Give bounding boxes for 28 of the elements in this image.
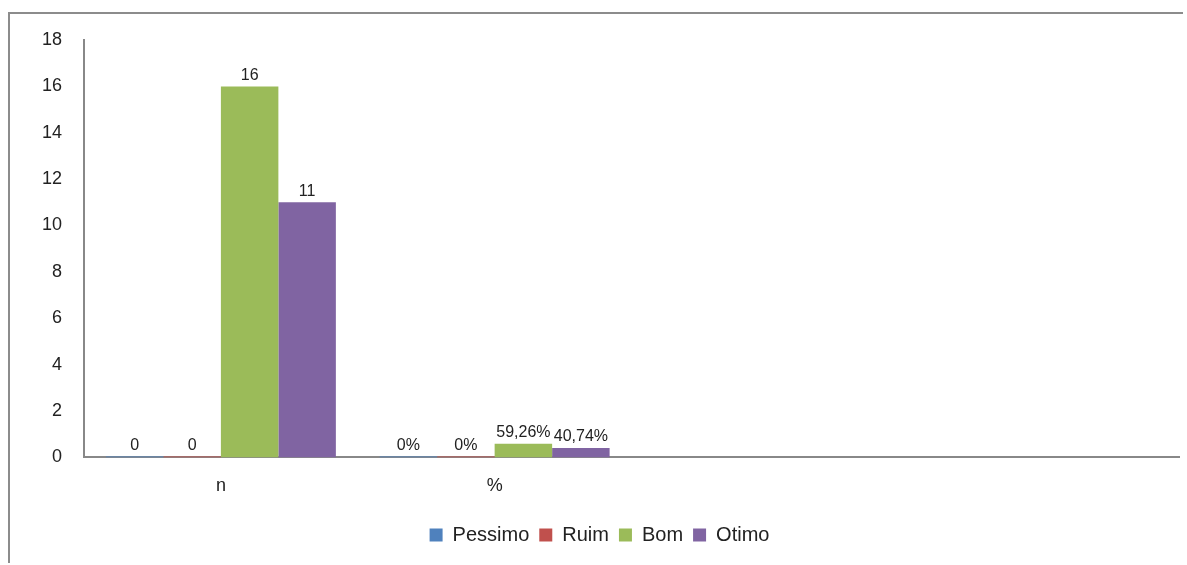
legend-label: Pessimo	[452, 522, 530, 545]
legend-label: Bom	[641, 522, 684, 545]
data-label: 11	[298, 181, 316, 199]
y-tick-label: 0	[52, 446, 63, 467]
data-label: 0%	[454, 435, 478, 453]
y-tick-label: 6	[52, 307, 63, 328]
y-tick-label: 2	[52, 399, 63, 420]
data-label: 0	[130, 435, 140, 453]
data-label: 16	[240, 65, 259, 83]
y-tick-label: 4	[52, 353, 63, 374]
legend-label: Otimo	[716, 522, 770, 545]
y-tick-label: 18	[41, 28, 63, 49]
data-label: 59,26%	[496, 423, 551, 441]
y-tick-label: 16	[41, 75, 63, 96]
bar	[552, 447, 610, 458]
bar	[494, 443, 553, 458]
y-tick-label: 8	[52, 260, 63, 281]
data-label: 0%	[396, 435, 420, 453]
x-tick-label: n	[215, 475, 226, 496]
y-tick-label: 14	[41, 121, 63, 142]
x-tick-label: %	[486, 475, 503, 496]
y-tick-label: 10	[41, 214, 63, 235]
y-tick-label: 12	[41, 168, 63, 189]
data-label: 0	[187, 435, 197, 453]
bar	[278, 202, 336, 458]
bar	[220, 86, 279, 458]
legend-label: Ruim	[562, 522, 609, 545]
data-label: 40,74%	[553, 427, 608, 445]
